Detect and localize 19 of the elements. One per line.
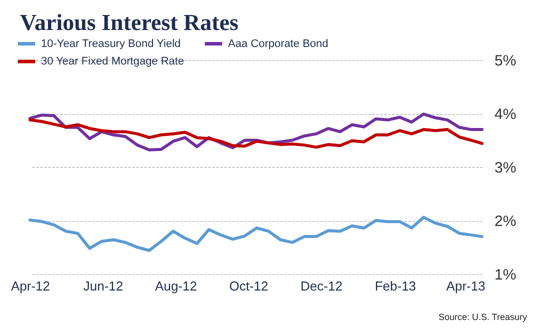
line-series	[28, 118, 484, 149]
y-tick-label: 3%	[494, 160, 516, 176]
source-note: Source: U.S. Treasury	[438, 312, 528, 322]
x-tick-label: Feb-13	[374, 278, 416, 294]
y-tick-label: 5%	[494, 52, 516, 70]
x-tick-label: Jun-12	[83, 278, 124, 294]
x-tick-label: Apr-13	[446, 278, 486, 294]
x-tick-label: Aug-12	[155, 278, 197, 294]
y-tick-label: 1%	[494, 266, 516, 284]
y-tick-label: 2%	[494, 213, 516, 230]
legend-label: 10-Year Treasury Bond Yield	[41, 38, 181, 50]
x-tick-label: Oct-12	[229, 278, 268, 294]
y-tick-label: 4%	[494, 106, 516, 123]
x-tick-label: Dec-12	[300, 278, 342, 294]
x-tick-label: Apr-12	[10, 278, 50, 294]
line-series	[28, 216, 484, 252]
chart-title: Various Interest Rates	[20, 10, 239, 35]
legend-label: Aaa Corporate Bond	[228, 38, 328, 50]
legend-label: 30 Year Fixed Mortgage Rate	[41, 56, 184, 68]
